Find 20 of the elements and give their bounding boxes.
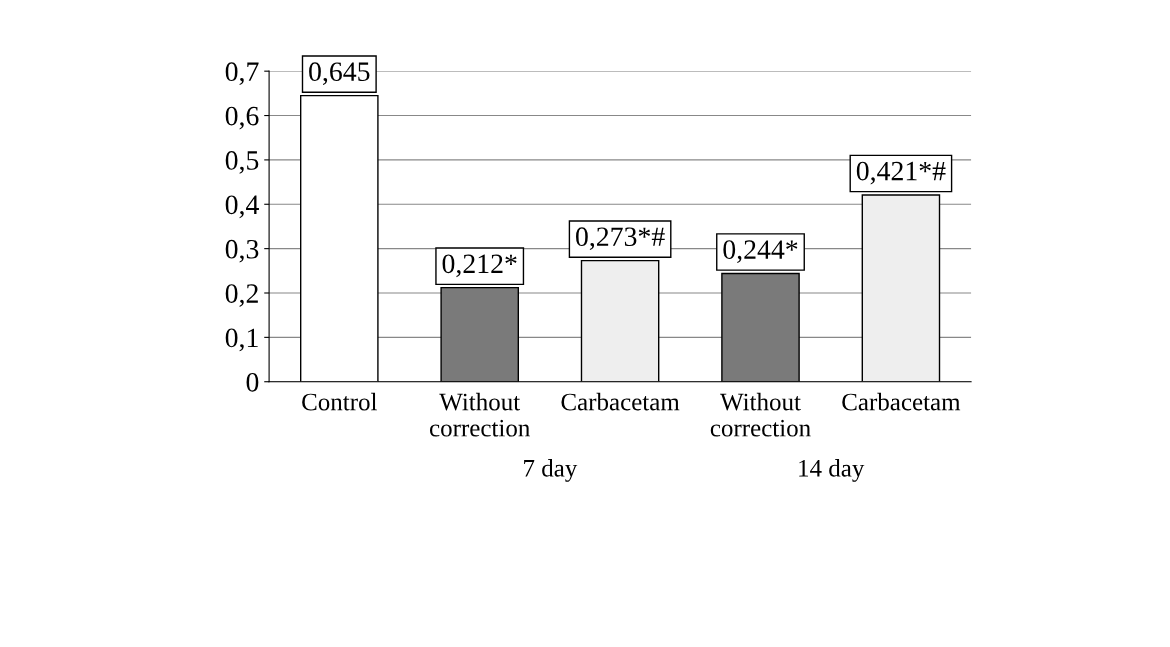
data-label: 0,421*# — [856, 161, 946, 185]
y-tick-label: 0,3 — [225, 239, 259, 263]
x-tick-label: Without correction — [710, 392, 811, 437]
x-tick-label: Carbacetam — [842, 392, 961, 411]
x-tick-label: Without correction — [429, 392, 530, 437]
y-tick-label: 0,1 — [225, 328, 258, 352]
data-label: 0,645 — [309, 62, 370, 86]
x-tick-label: Carbacetam — [561, 392, 680, 411]
y-tick-label: 0,5 — [225, 151, 259, 174]
y-tick-label: 0 — [246, 372, 259, 392]
x-tick-label: Control — [302, 392, 377, 411]
y-tick-label: 0,2 — [225, 284, 258, 307]
text: 7 day — [524, 459, 578, 482]
y-tick-label: 0,4 — [225, 195, 259, 219]
y-tick-label: 0,6 — [225, 106, 259, 130]
y-tick-label: 0,7 — [225, 62, 259, 86]
data-label: 0,273*# — [576, 227, 665, 251]
data-label: 0,244* — [723, 240, 798, 263]
text: 14 day — [799, 459, 865, 482]
data-label: 0,212* — [442, 254, 517, 278]
